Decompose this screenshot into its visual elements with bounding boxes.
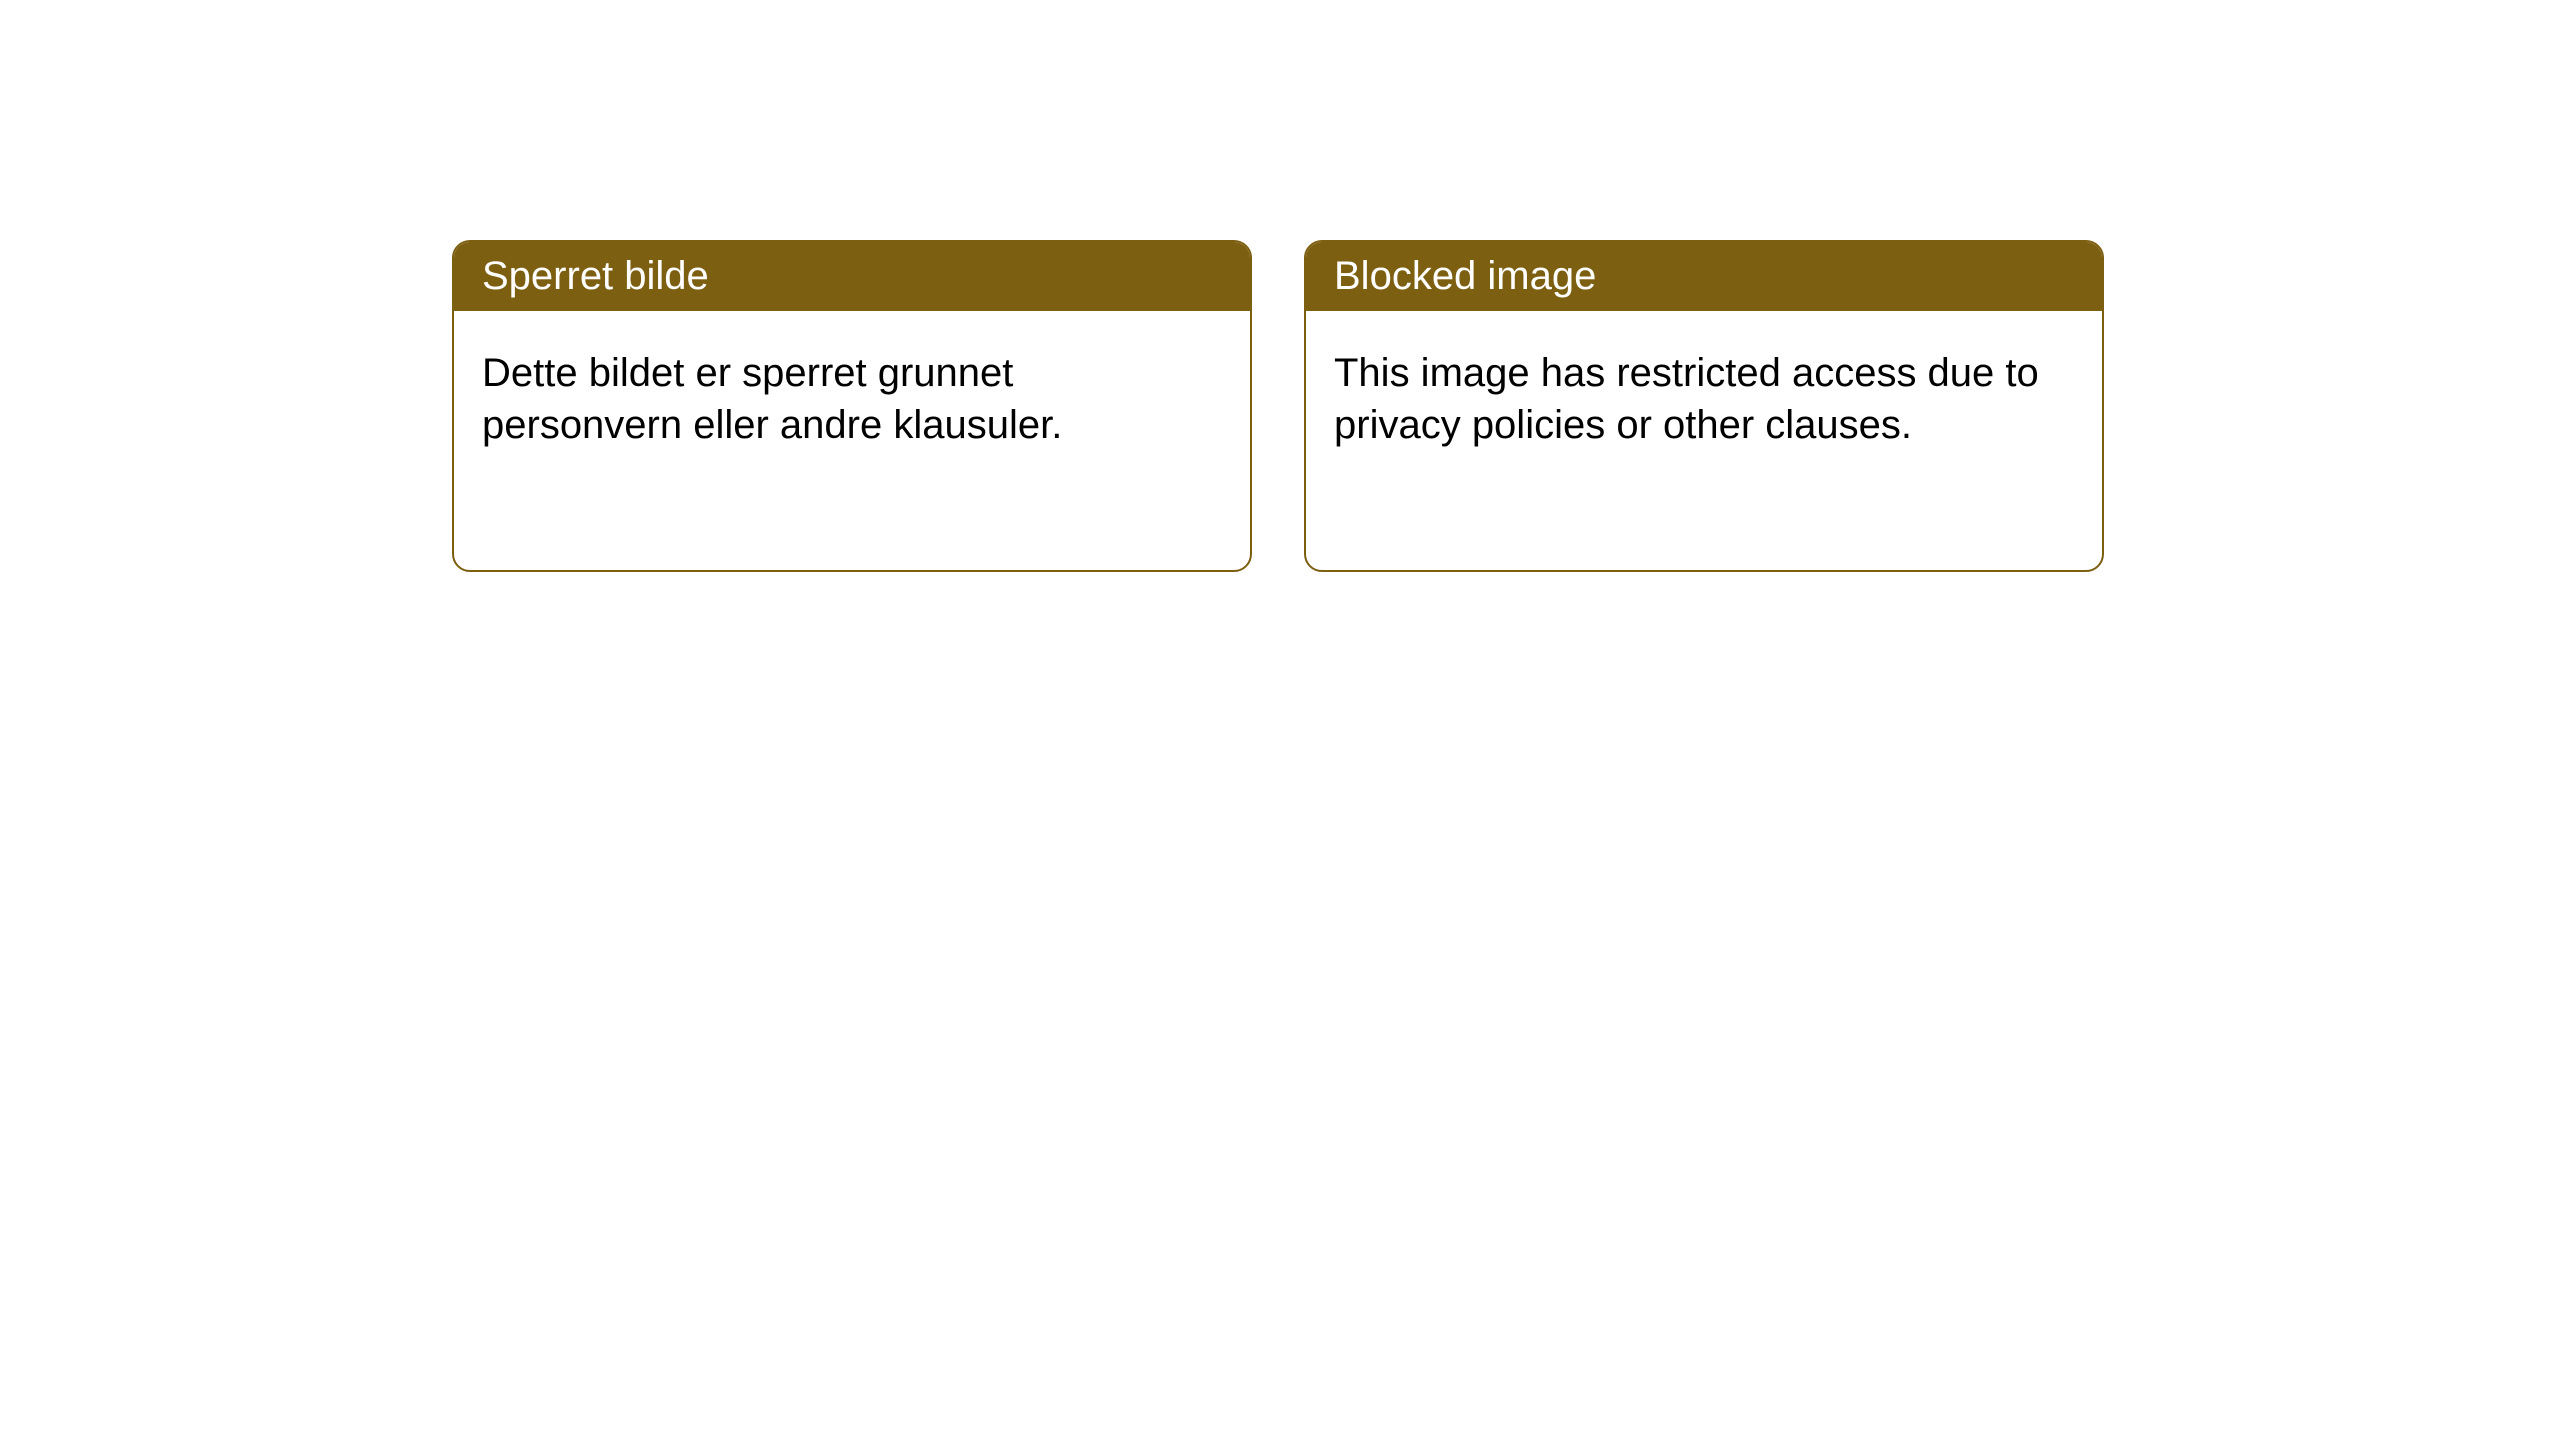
notice-text: Dette bildet er sperret grunnet personve…	[482, 351, 1062, 447]
notice-container: Sperret bilde Dette bildet er sperret gr…	[0, 0, 2560, 572]
notice-card-english: Blocked image This image has restricted …	[1304, 240, 2104, 572]
notice-header: Blocked image	[1306, 242, 2102, 311]
notice-text: This image has restricted access due to …	[1334, 351, 2039, 447]
notice-title: Blocked image	[1334, 254, 1596, 298]
notice-body: This image has restricted access due to …	[1306, 311, 2102, 487]
notice-body: Dette bildet er sperret grunnet personve…	[454, 311, 1250, 487]
notice-header: Sperret bilde	[454, 242, 1250, 311]
notice-card-norwegian: Sperret bilde Dette bildet er sperret gr…	[452, 240, 1252, 572]
notice-title: Sperret bilde	[482, 254, 709, 298]
